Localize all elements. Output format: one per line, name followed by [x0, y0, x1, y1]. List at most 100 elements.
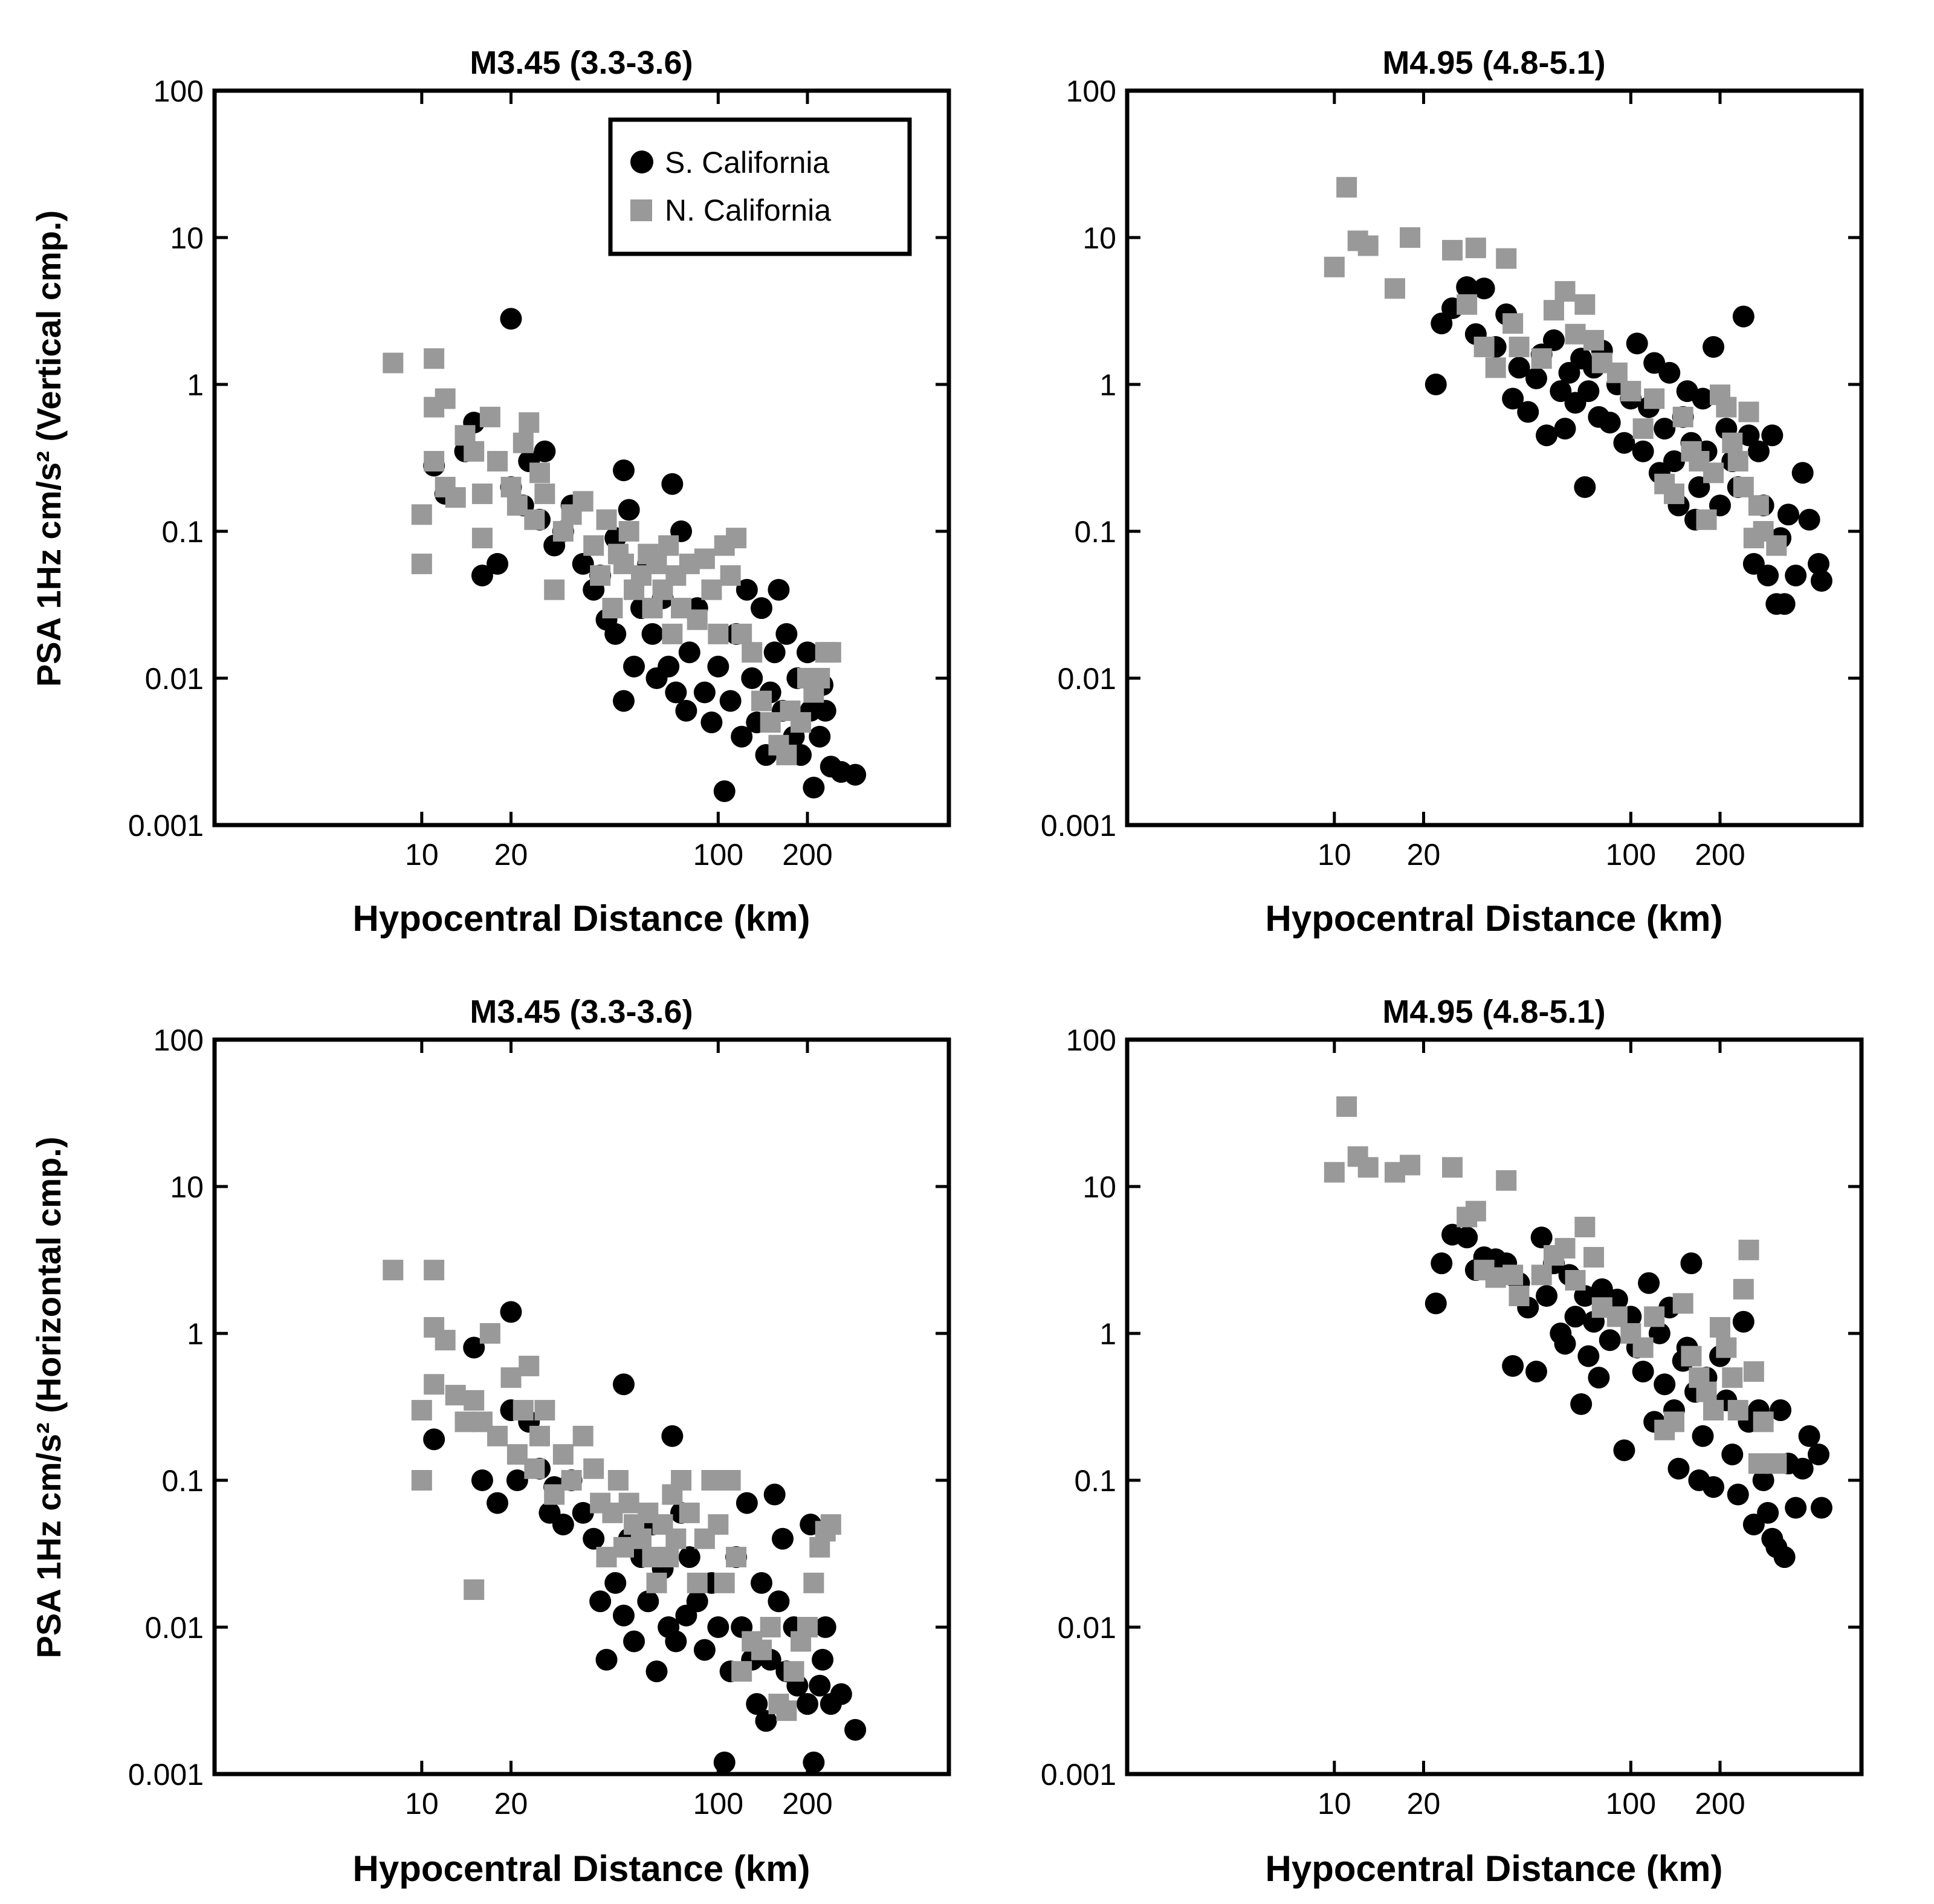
data-point-n-california — [809, 668, 830, 688]
data-point-s-california — [1431, 312, 1453, 335]
data-point-n-california — [544, 1484, 565, 1505]
data-point-n-california — [471, 528, 493, 549]
data-point-s-california — [665, 681, 687, 704]
data-point-n-california — [1672, 1293, 1693, 1314]
y-tick-label: 0.1 — [161, 1464, 204, 1498]
data-point-n-california — [1531, 1264, 1552, 1286]
data-point-n-california — [513, 432, 534, 453]
data-point-s-california — [771, 1527, 794, 1550]
data-point-n-california — [1738, 1239, 1759, 1260]
data-point-n-california — [714, 1572, 735, 1593]
data-point-n-california — [1554, 1238, 1576, 1259]
data-point-s-california — [658, 655, 680, 678]
data-point-s-california — [1588, 1367, 1610, 1389]
data-point-n-california — [424, 1374, 445, 1395]
data-point-n-california — [583, 1458, 604, 1479]
x-tick-label: 100 — [1606, 838, 1656, 872]
data-point-n-california — [694, 548, 715, 569]
data-point-n-california — [1543, 300, 1564, 321]
data-point-s-california — [678, 641, 700, 664]
data-point-n-california — [1733, 1278, 1754, 1300]
data-point-n-california — [731, 623, 752, 644]
y-tick-label: 1 — [1099, 368, 1116, 402]
data-point-n-california — [435, 1330, 456, 1351]
data-point-s-california — [1530, 1226, 1553, 1249]
data-point-n-california — [791, 712, 812, 733]
data-point-n-california — [726, 528, 747, 549]
legend-marker-s-california — [630, 151, 653, 173]
data-point-s-california — [719, 690, 742, 712]
data-point-n-california — [1644, 388, 1665, 409]
panel-top-right: M4.95 (4.8-5.1) Hypocentral Distance (km… — [1125, 45, 1864, 939]
data-point-n-california — [1531, 348, 1552, 369]
data-point-n-california — [1703, 1400, 1724, 1421]
data-point-s-california — [1570, 1393, 1593, 1416]
data-point-n-california — [618, 1492, 639, 1514]
data-point-s-california — [552, 1514, 574, 1536]
data-point-s-california — [1738, 424, 1760, 447]
data-point-n-california — [1502, 1264, 1524, 1286]
data-point-n-california — [513, 1400, 534, 1421]
data-point-s-california — [768, 578, 790, 601]
data-point-s-california — [809, 1674, 831, 1697]
data-point-s-california — [796, 1693, 818, 1715]
data-point-s-california — [1692, 1425, 1714, 1447]
data-point-s-california — [1757, 565, 1779, 587]
data-point-n-california — [1465, 1200, 1486, 1222]
x-tick-label: 200 — [782, 1787, 832, 1821]
y-tick-label: 0.1 — [1074, 515, 1116, 549]
data-point-s-california — [1536, 424, 1558, 447]
data-point-s-california — [1654, 418, 1676, 440]
data-point-n-california — [500, 1367, 522, 1388]
data-point-s-california — [612, 459, 635, 482]
data-point-n-california — [760, 712, 781, 733]
x-tick-label: 200 — [782, 838, 832, 872]
y-tick-label: 1 — [187, 368, 204, 402]
data-point-n-california — [701, 1470, 722, 1491]
data-point-s-california — [693, 1639, 716, 1661]
data-point-n-california — [1727, 451, 1748, 472]
data-point-s-california — [1550, 380, 1572, 403]
data-point-s-california — [1732, 1310, 1755, 1333]
data-point-s-california — [1777, 504, 1800, 526]
data-point-s-california — [1425, 1292, 1447, 1315]
y-tick-label: 100 — [1066, 1023, 1116, 1057]
data-point-n-california — [1465, 238, 1486, 259]
data-point-s-california — [713, 780, 736, 803]
data-point-s-california — [487, 552, 509, 575]
data-point-s-california — [1508, 357, 1530, 379]
data-point-s-california — [1632, 1361, 1654, 1383]
data-point-s-california — [1554, 1333, 1576, 1355]
data-point-n-california — [506, 495, 528, 516]
data-point-s-california — [1456, 276, 1478, 298]
data-point-s-california — [686, 1590, 708, 1613]
data-point-n-california — [1716, 1337, 1737, 1358]
data-point-s-california — [1785, 565, 1807, 587]
data-point-n-california — [383, 1260, 404, 1281]
data-point-s-california — [623, 655, 645, 678]
data-point-s-california — [1473, 277, 1495, 300]
data-point-n-california — [424, 1260, 445, 1281]
data-point-n-california — [618, 521, 639, 542]
legend: S. California N. California — [608, 117, 912, 256]
data-point-n-california — [820, 1514, 841, 1535]
data-point-n-california — [1632, 1337, 1654, 1358]
data-point-n-california — [445, 487, 466, 508]
data-point-n-california — [411, 1470, 432, 1491]
data-point-s-california — [1577, 380, 1600, 403]
data-point-n-california — [1620, 381, 1641, 402]
data-point-s-california — [1431, 1252, 1453, 1275]
data-point-n-california — [500, 476, 522, 497]
x-tick-label: 100 — [693, 838, 743, 872]
panel-title: M3.45 (3.3-3.6) — [470, 45, 693, 81]
data-point-s-california — [1752, 1469, 1774, 1491]
data-point-s-california — [506, 1469, 528, 1491]
data-point-n-california — [731, 1661, 752, 1682]
data-point-n-california — [726, 1547, 747, 1568]
legend-marker-n-california — [630, 199, 652, 221]
plot-area: 0.001 0.01 0.1 1 10 100 10 20 100 200 — [1041, 74, 1861, 872]
y-tick-label: 1 — [187, 1317, 204, 1351]
data-point-n-california — [411, 553, 432, 574]
data-point-n-california — [1733, 476, 1754, 497]
